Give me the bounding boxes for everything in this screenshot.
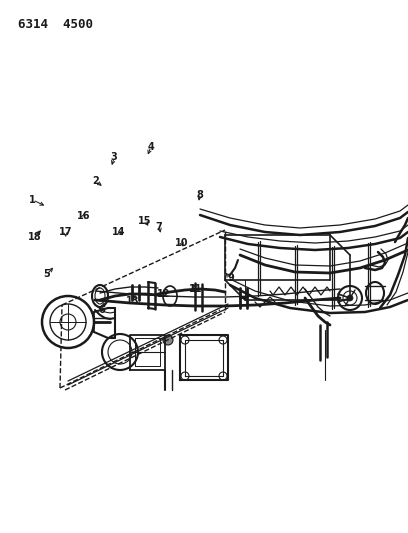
Text: 5: 5 <box>44 270 50 279</box>
Text: 12: 12 <box>156 289 170 299</box>
Text: 6: 6 <box>99 305 105 315</box>
Text: 7: 7 <box>156 222 162 231</box>
Text: 11: 11 <box>189 284 203 294</box>
Text: 4: 4 <box>148 142 154 151</box>
Text: 1: 1 <box>29 195 36 205</box>
Text: 18: 18 <box>28 232 42 242</box>
Text: 16: 16 <box>77 211 91 221</box>
Text: 8: 8 <box>197 190 203 199</box>
Text: 6314  4500: 6314 4500 <box>18 18 93 31</box>
Text: 13: 13 <box>126 296 140 306</box>
Text: 9: 9 <box>227 273 234 283</box>
Text: 2: 2 <box>93 176 99 186</box>
Text: 10: 10 <box>175 238 188 247</box>
Text: 14: 14 <box>111 227 125 237</box>
Text: 17: 17 <box>58 227 72 237</box>
Circle shape <box>163 335 173 345</box>
Text: 3: 3 <box>111 152 118 162</box>
Circle shape <box>347 295 353 301</box>
Text: 15: 15 <box>138 216 152 226</box>
